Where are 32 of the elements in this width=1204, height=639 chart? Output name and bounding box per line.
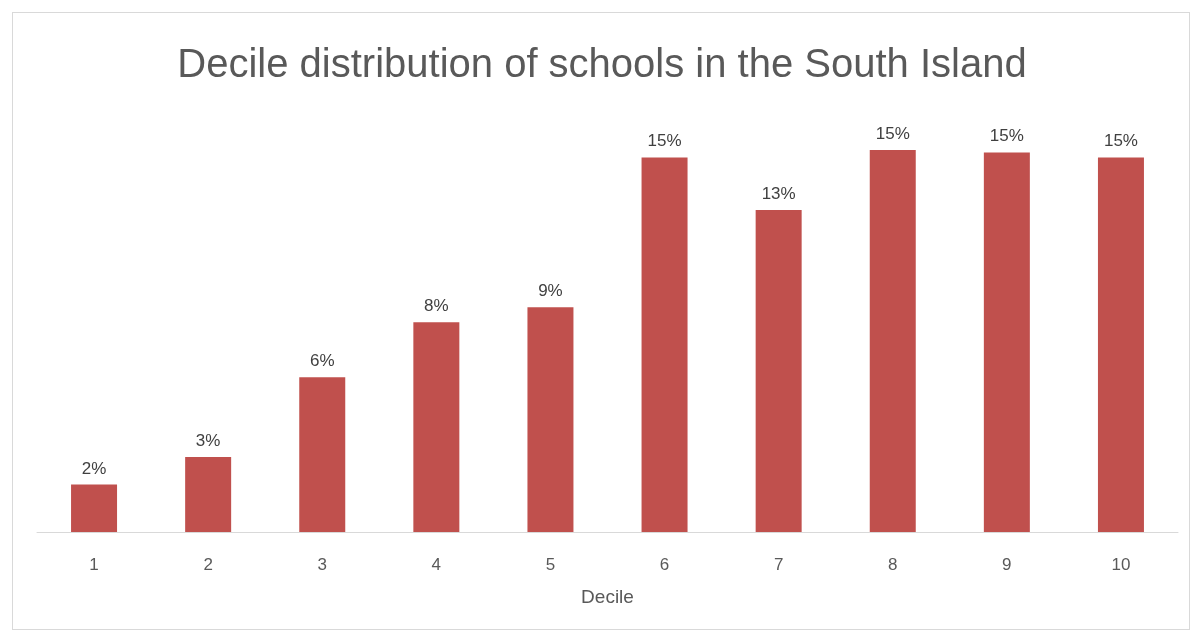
- data-label: 15%: [875, 124, 910, 143]
- x-axis-title: Decile: [581, 586, 634, 607]
- data-label: 15%: [989, 126, 1024, 146]
- x-tick-label: 6: [659, 555, 670, 574]
- x-tick-label: 7: [773, 555, 784, 574]
- bar: [983, 152, 1030, 532]
- data-label: 9%: [538, 281, 563, 301]
- x-tick-label: 4: [431, 555, 442, 574]
- data-label: 8%: [424, 296, 449, 316]
- data-label: 15%: [1103, 131, 1138, 151]
- data-label: 2%: [81, 458, 107, 478]
- x-tick-label: 1: [89, 555, 99, 574]
- bar: [1097, 157, 1144, 532]
- x-tick-label: 10: [1111, 555, 1131, 574]
- data-label: 15%: [647, 131, 682, 151]
- bar: [641, 157, 688, 532]
- bar: [413, 322, 460, 532]
- bar: [527, 307, 574, 532]
- data-label: 13%: [761, 183, 796, 203]
- bar: [185, 457, 232, 532]
- bar: [299, 377, 346, 532]
- bar: [869, 150, 916, 532]
- data-label: 3%: [195, 431, 221, 451]
- bar: [71, 484, 118, 532]
- data-label: 6%: [309, 351, 335, 371]
- x-tick-label: 5: [545, 555, 556, 574]
- x-tick-label: 9: [1002, 555, 1012, 574]
- bar: [755, 209, 802, 532]
- x-tick-label: 2: [203, 555, 213, 574]
- chart-title: Decile distribution of schools in the South Island: [177, 41, 1027, 85]
- x-tick-label: 3: [317, 555, 327, 574]
- x-tick-label: 8: [888, 555, 898, 574]
